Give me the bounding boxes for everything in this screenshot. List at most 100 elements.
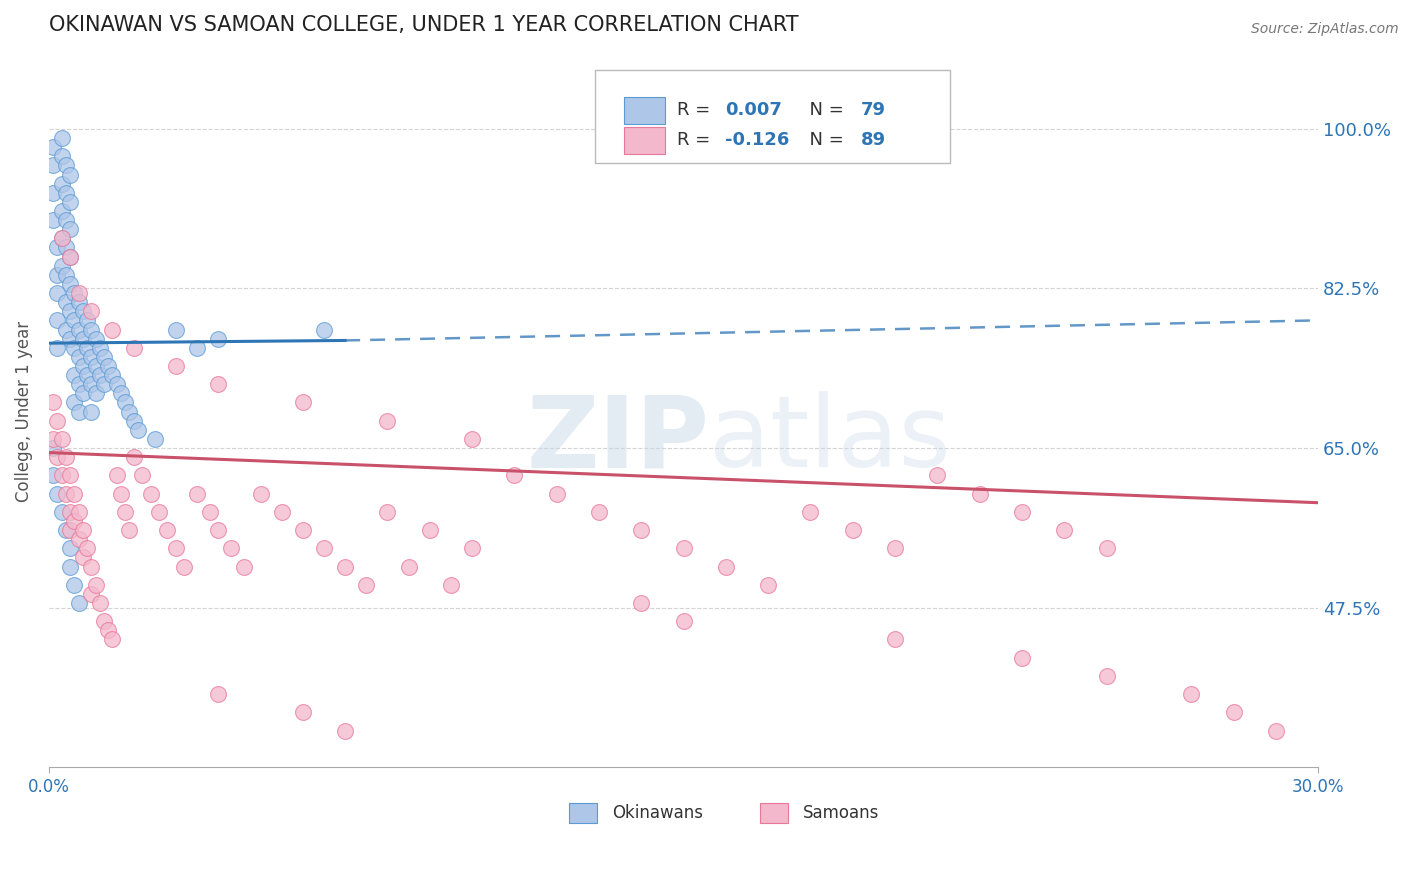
Point	[59, 505, 82, 519]
Text: Samoans: Samoans	[803, 805, 879, 822]
Bar	[624, 127, 665, 153]
Point	[67, 322, 90, 336]
Point	[312, 322, 335, 336]
Point	[63, 286, 86, 301]
Point	[131, 468, 153, 483]
Point	[143, 432, 166, 446]
Point	[51, 149, 73, 163]
Point	[440, 578, 463, 592]
Point	[80, 350, 103, 364]
Text: ZIP: ZIP	[526, 392, 709, 489]
Point	[51, 468, 73, 483]
Point	[503, 468, 526, 483]
Bar	[759, 804, 787, 823]
Point	[67, 350, 90, 364]
Point	[122, 414, 145, 428]
Point	[72, 550, 94, 565]
Point	[884, 632, 907, 647]
Point	[55, 295, 77, 310]
Point	[59, 250, 82, 264]
Point	[63, 368, 86, 382]
Point	[67, 505, 90, 519]
Point	[165, 322, 187, 336]
Point	[76, 541, 98, 556]
Point	[55, 213, 77, 227]
Point	[122, 341, 145, 355]
Point	[46, 240, 69, 254]
Point	[63, 514, 86, 528]
Point	[114, 505, 136, 519]
Point	[84, 578, 107, 592]
Point	[46, 450, 69, 464]
Point	[156, 523, 179, 537]
Text: 79: 79	[862, 102, 886, 120]
Point	[97, 624, 120, 638]
Point	[93, 377, 115, 392]
Point	[419, 523, 441, 537]
Point	[1053, 523, 1076, 537]
Point	[84, 386, 107, 401]
Point	[42, 140, 65, 154]
Point	[80, 304, 103, 318]
Text: OKINAWAN VS SAMOAN COLLEGE, UNDER 1 YEAR CORRELATION CHART: OKINAWAN VS SAMOAN COLLEGE, UNDER 1 YEAR…	[49, 15, 799, 35]
Point	[59, 250, 82, 264]
Point	[80, 322, 103, 336]
Point	[232, 559, 254, 574]
Point	[46, 286, 69, 301]
Point	[377, 505, 399, 519]
Point	[127, 423, 149, 437]
Point	[55, 268, 77, 282]
Point	[46, 268, 69, 282]
Point	[173, 559, 195, 574]
Point	[63, 486, 86, 500]
Point	[59, 332, 82, 346]
Text: R =: R =	[678, 102, 716, 120]
Point	[207, 523, 229, 537]
Point	[46, 486, 69, 500]
Point	[42, 213, 65, 227]
Point	[219, 541, 242, 556]
Point	[93, 614, 115, 628]
Point	[333, 559, 356, 574]
Point	[59, 168, 82, 182]
Point	[672, 541, 695, 556]
Point	[42, 186, 65, 200]
Point	[101, 322, 124, 336]
Point	[51, 505, 73, 519]
Point	[118, 404, 141, 418]
Text: -0.126: -0.126	[725, 131, 790, 149]
Point	[110, 386, 132, 401]
Point	[630, 596, 652, 610]
Point	[72, 359, 94, 373]
Point	[67, 596, 90, 610]
Point	[46, 414, 69, 428]
Point	[105, 468, 128, 483]
Point	[80, 587, 103, 601]
Point	[63, 341, 86, 355]
Point	[1011, 505, 1033, 519]
Y-axis label: College, Under 1 year: College, Under 1 year	[15, 321, 32, 502]
Point	[84, 359, 107, 373]
Point	[672, 614, 695, 628]
Point	[72, 523, 94, 537]
Point	[72, 386, 94, 401]
Point	[59, 277, 82, 291]
Point	[67, 286, 90, 301]
Point	[588, 505, 610, 519]
Point	[198, 505, 221, 519]
Point	[55, 486, 77, 500]
Point	[72, 304, 94, 318]
Point	[55, 186, 77, 200]
Point	[927, 468, 949, 483]
Point	[842, 523, 865, 537]
Point	[186, 486, 208, 500]
Point	[546, 486, 568, 500]
Text: N =: N =	[797, 131, 849, 149]
Text: R =: R =	[678, 131, 716, 149]
Point	[630, 523, 652, 537]
Point	[59, 559, 82, 574]
Point	[59, 194, 82, 209]
Point	[207, 687, 229, 701]
Point	[291, 395, 314, 409]
Point	[67, 377, 90, 392]
